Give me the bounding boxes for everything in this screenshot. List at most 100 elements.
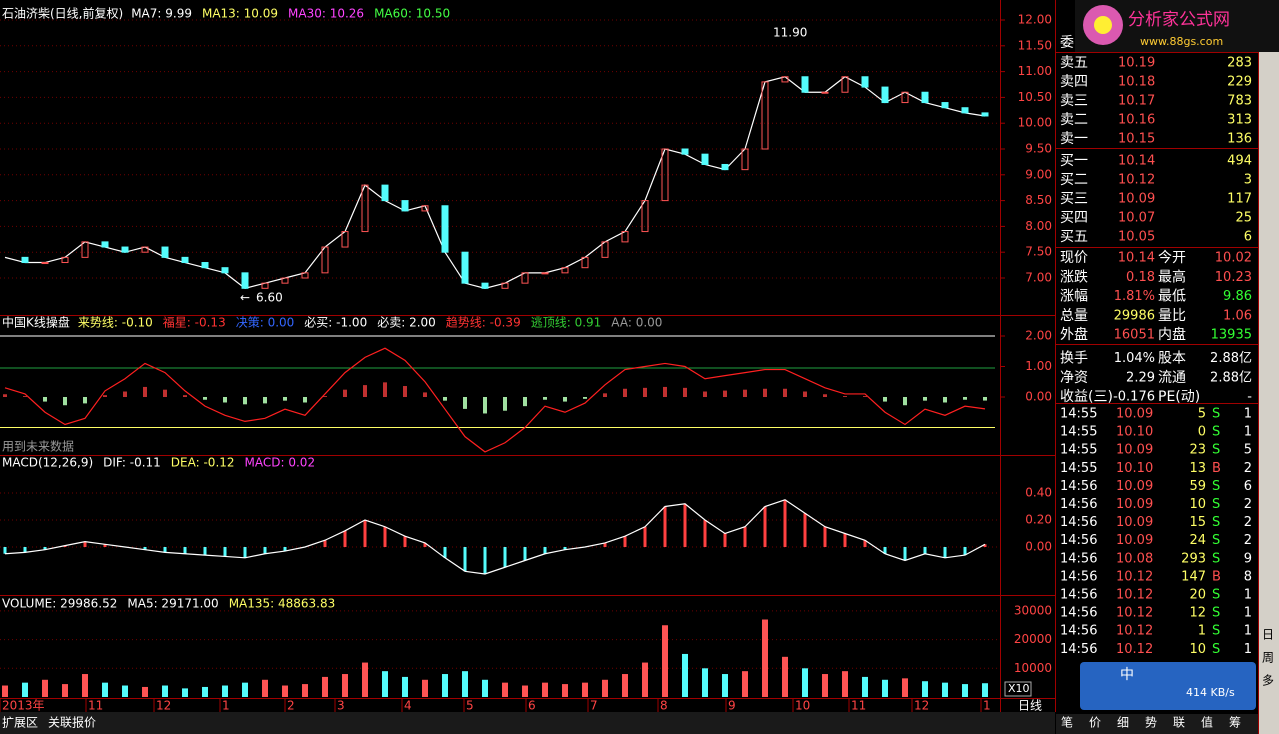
candle <box>241 272 249 289</box>
indicator-bar <box>743 389 747 397</box>
indicator-bar <box>163 389 167 397</box>
quote-label: 换手 <box>1060 350 1088 367</box>
quote-value: 2.88亿 <box>1210 351 1252 366</box>
quote-value: 1.04% <box>1114 351 1155 366</box>
toolbar-button[interactable]: 日 <box>1262 628 1274 642</box>
tab[interactable]: 价 <box>1089 716 1101 730</box>
volume-bar <box>102 682 108 697</box>
y-tick-label: 7.00 <box>1025 271 1052 285</box>
candle <box>21 256 29 264</box>
level-label: 买四 <box>1060 210 1088 226</box>
indicator-bar <box>803 391 807 397</box>
level-price: 10.14 <box>1118 154 1155 169</box>
indicator-value: DIF: -0.11 <box>103 456 161 470</box>
candle <box>121 246 129 253</box>
y-tick-label: 20000 <box>1014 632 1052 646</box>
volume-bar <box>442 674 448 697</box>
candle <box>61 256 69 264</box>
level-price: 10.16 <box>1118 113 1155 128</box>
volume-bar <box>162 685 168 697</box>
indicator-bar <box>123 391 127 397</box>
candle <box>161 246 169 258</box>
indicator-value: MA135: 48863.83 <box>229 597 336 611</box>
indicator-value: MACD: 0.02 <box>245 456 316 470</box>
indicator-bar <box>423 392 427 397</box>
level-volume: 136 <box>1227 132 1252 147</box>
date-label: 11 <box>851 699 866 713</box>
tab[interactable]: 联 <box>1173 716 1185 730</box>
volume-bar <box>462 671 468 697</box>
trend-line <box>4 347 986 453</box>
indicator-bar <box>583 397 587 399</box>
volume-bar <box>422 679 428 697</box>
indicator-bar <box>783 388 787 397</box>
trade-volume: 10 <box>1189 497 1206 512</box>
trade-count: 2 <box>1244 533 1252 548</box>
indicator-bar <box>823 394 827 397</box>
tab[interactable]: 值 <box>1201 715 1213 730</box>
tab[interactable]: 扩展区 <box>2 716 38 730</box>
candle <box>261 282 269 289</box>
indicator-bar <box>963 397 967 400</box>
indicator-bar <box>263 397 267 404</box>
volume-bar <box>922 681 928 697</box>
level-volume: 283 <box>1227 56 1252 71</box>
tab[interactable]: 笔 <box>1061 715 1073 730</box>
indicator-bar <box>83 397 87 404</box>
quote-value: 1.06 <box>1223 308 1252 323</box>
indicator-bar <box>763 388 767 397</box>
toolbar-button[interactable]: 周 <box>1262 651 1274 665</box>
date-label: 8 <box>660 699 668 713</box>
quote-label: 现价 <box>1060 250 1088 266</box>
tab[interactable]: 关联报价 <box>48 715 96 730</box>
level-label: 买二 <box>1060 172 1088 188</box>
candle <box>221 267 229 274</box>
quote-value: - <box>1247 390 1252 405</box>
indicator-bar <box>903 397 907 406</box>
trade-price: 10.12 <box>1116 569 1153 584</box>
volume-bar <box>782 656 788 697</box>
tab[interactable]: 势 <box>1145 716 1157 730</box>
logo-url: www.88gs.com <box>1140 35 1223 48</box>
y-tick-label: 12.00 <box>1018 13 1052 27</box>
trade-volume: 24 <box>1189 533 1206 548</box>
indicator-bar <box>623 388 627 397</box>
y-tick-label: 2.00 <box>1025 329 1052 343</box>
y-tick-label: 9.50 <box>1025 142 1052 156</box>
trade-volume: 0 <box>1198 425 1206 440</box>
quote-value: 29986 <box>1114 308 1155 323</box>
quote-label: PE(动) <box>1158 389 1200 405</box>
candle <box>621 231 629 243</box>
indicator-bar <box>723 390 727 397</box>
trade-count: 2 <box>1244 515 1252 530</box>
tab[interactable]: 筹 <box>1229 716 1241 730</box>
indicator-value: MA5: 29171.00 <box>127 597 218 611</box>
trade-side: S <box>1212 497 1220 512</box>
volume-bar <box>682 653 688 697</box>
volume-bar <box>622 674 628 697</box>
bottom-bar <box>0 712 1055 734</box>
trade-price: 10.08 <box>1116 551 1153 566</box>
trade-time: 14:56 <box>1060 497 1097 512</box>
candle <box>41 262 49 265</box>
volume-bar <box>42 679 48 697</box>
trade-side: S <box>1212 551 1220 566</box>
volume-bar <box>242 682 248 697</box>
volume-bar <box>662 625 668 697</box>
candle <box>961 107 969 114</box>
trade-price: 10.09 <box>1116 479 1153 494</box>
quote-label: 今开 <box>1158 250 1186 266</box>
tab[interactable]: 细 <box>1117 716 1129 730</box>
toolbar-button[interactable]: 多 <box>1262 674 1274 688</box>
indicator-value: MA60: 10.50 <box>374 7 450 21</box>
y-tick-label: 11.50 <box>1018 38 1052 52</box>
trade-price: 10.09 <box>1116 443 1153 458</box>
level-price: 10.07 <box>1118 211 1155 226</box>
y-tick-label: 8.00 <box>1025 219 1052 233</box>
volume-bar <box>262 679 268 697</box>
volume-bar <box>762 619 768 697</box>
level-label: 卖一 <box>1060 131 1088 147</box>
level-volume: 3 <box>1244 173 1252 188</box>
volume-bar <box>702 668 708 697</box>
indicator-value: 福星: -0.13 <box>163 315 226 330</box>
